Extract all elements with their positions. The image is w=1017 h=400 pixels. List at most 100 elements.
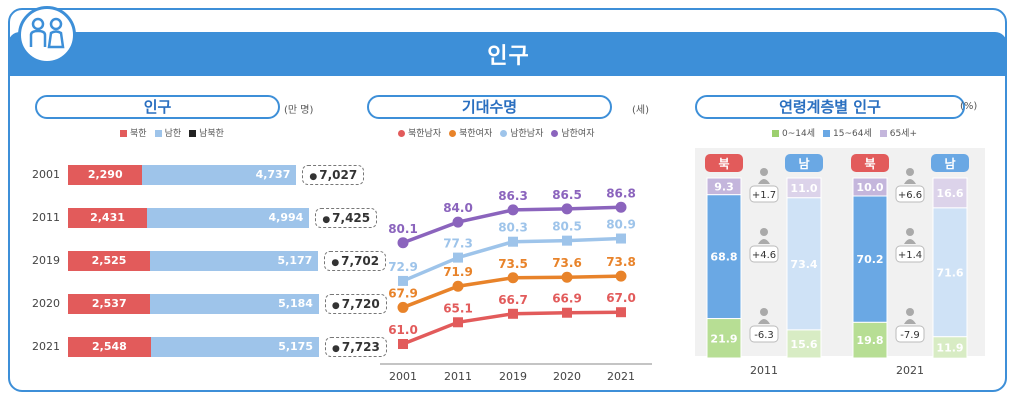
data-point xyxy=(508,236,518,247)
person-icon xyxy=(906,228,914,236)
total-badge: ● 7,723 xyxy=(324,337,387,357)
x-tick-label: 2001 xyxy=(389,370,417,383)
year-label: 2020 xyxy=(32,297,60,310)
x-tick-label: 2020 xyxy=(553,370,581,383)
person-icon xyxy=(760,168,768,176)
data-label: 66.7 xyxy=(498,293,528,307)
life-legend: 북한남자 북한여자 남한남자 남한여자 xyxy=(398,126,595,139)
data-point xyxy=(453,317,463,328)
data-label: 73.8 xyxy=(606,255,636,269)
page-title: 인구 xyxy=(487,44,530,69)
data-label: 80.5 xyxy=(552,220,582,234)
age-value: 21.9 xyxy=(710,332,737,345)
diff-badge xyxy=(749,185,779,203)
diff-value: +1.7 xyxy=(752,190,776,201)
people-icon xyxy=(18,6,76,64)
total-badge: ● 7,425 xyxy=(315,208,378,228)
age-value: 11.9 xyxy=(936,341,963,354)
population-legend: 북한 남한 남북한 xyxy=(120,126,224,139)
x-tick-label: 2019 xyxy=(499,370,527,383)
person-icon xyxy=(760,228,768,236)
person-icon xyxy=(906,308,914,316)
age-value: 73.4 xyxy=(790,258,817,271)
age-value: 70.2 xyxy=(856,253,883,266)
diff-badge xyxy=(895,185,925,203)
age-value: 19.8 xyxy=(856,334,883,347)
person-icon-body xyxy=(758,319,770,324)
data-label: 67.0 xyxy=(606,291,636,305)
legend-sm: 남한남자 xyxy=(510,129,544,139)
legend-total: 남북한 xyxy=(199,129,224,139)
data-point xyxy=(562,307,572,318)
age-value: 11.0 xyxy=(790,182,817,195)
age-value: 9.3 xyxy=(714,180,734,193)
infographic-frame xyxy=(8,8,1007,392)
diff-badge xyxy=(749,245,779,263)
data-point xyxy=(398,275,408,286)
total-value: 7,027 xyxy=(319,168,358,182)
data-label: 84.0 xyxy=(443,201,473,215)
diff-badge xyxy=(895,245,925,263)
age-segment xyxy=(786,329,822,359)
data-label: 80.1 xyxy=(388,222,418,236)
legend-south: 남한 xyxy=(164,129,182,139)
year-label: 2011 xyxy=(32,211,60,224)
data-label: 80.9 xyxy=(606,218,636,232)
legend-sf: 남한여자 xyxy=(561,129,595,139)
age-value: 16.6 xyxy=(936,187,963,200)
bar-north: 2,431 xyxy=(68,208,147,228)
data-label: 72.9 xyxy=(388,260,418,274)
bar-south: 5,184 xyxy=(150,294,319,314)
total-badge: ● 7,027 xyxy=(302,165,365,185)
age-segment xyxy=(932,207,968,338)
south-bar-badge xyxy=(931,154,969,172)
age-chart: 북 9.3 68.8 21.9 남 11.0 73.4 15.6 +1.7 +4.6 -6.3 201… xyxy=(705,154,969,377)
data-point xyxy=(615,201,627,213)
total-badge: ● 7,720 xyxy=(324,294,387,314)
population-unit: (만 명) xyxy=(284,105,314,116)
age-value: 68.8 xyxy=(710,251,737,264)
data-label: 61.0 xyxy=(388,323,418,337)
north-bar-badge xyxy=(705,154,743,172)
age-value: 71.6 xyxy=(936,266,963,279)
data-point xyxy=(562,235,572,246)
life-unit: (세) xyxy=(632,105,650,116)
data-label: 73.6 xyxy=(552,256,582,270)
data-label: 80.3 xyxy=(498,221,528,235)
person-icon-body xyxy=(758,239,770,244)
legend-nm: 북한남자 xyxy=(408,129,442,139)
legend-age0: 0~14세 xyxy=(782,129,815,139)
year-label: 2019 xyxy=(32,254,60,267)
person-icon xyxy=(906,168,914,176)
age-value: 15.6 xyxy=(790,338,817,351)
age-segment xyxy=(786,197,822,331)
bar-north: 2,548 xyxy=(68,337,151,357)
data-point xyxy=(452,280,464,292)
data-label: 86.5 xyxy=(552,188,582,202)
bar-south: 5,175 xyxy=(150,337,319,357)
data-point xyxy=(398,339,408,349)
data-point xyxy=(615,270,627,282)
age-value: 10.0 xyxy=(856,181,883,194)
person-icon-body xyxy=(904,319,916,324)
population-title: 인구 xyxy=(35,95,280,119)
north-bar-badge-label: 북 xyxy=(718,157,729,171)
data-label: 86.3 xyxy=(498,189,528,203)
title-banner xyxy=(8,32,1007,76)
life-chart: 2001 2011 2019 2020 2021 61.0 65.1 66.7 66.9 67.0… xyxy=(380,186,652,383)
legend-age65: 65세+ xyxy=(889,129,918,139)
total-badge: ● 7,702 xyxy=(324,251,387,271)
data-point xyxy=(561,203,573,215)
data-point xyxy=(507,204,519,216)
legend-nf: 북한여자 xyxy=(459,129,493,139)
south-bar-badge-label: 남 xyxy=(944,156,955,171)
north-bar-badge xyxy=(851,154,889,172)
person-icon: ● xyxy=(309,172,318,182)
age-segment xyxy=(932,336,968,359)
data-point xyxy=(616,307,626,318)
data-point xyxy=(397,237,409,249)
group-year-label: 2011 xyxy=(750,364,778,377)
person-icon xyxy=(760,308,768,316)
data-point xyxy=(561,271,573,283)
bar-north: 2,537 xyxy=(68,294,151,314)
